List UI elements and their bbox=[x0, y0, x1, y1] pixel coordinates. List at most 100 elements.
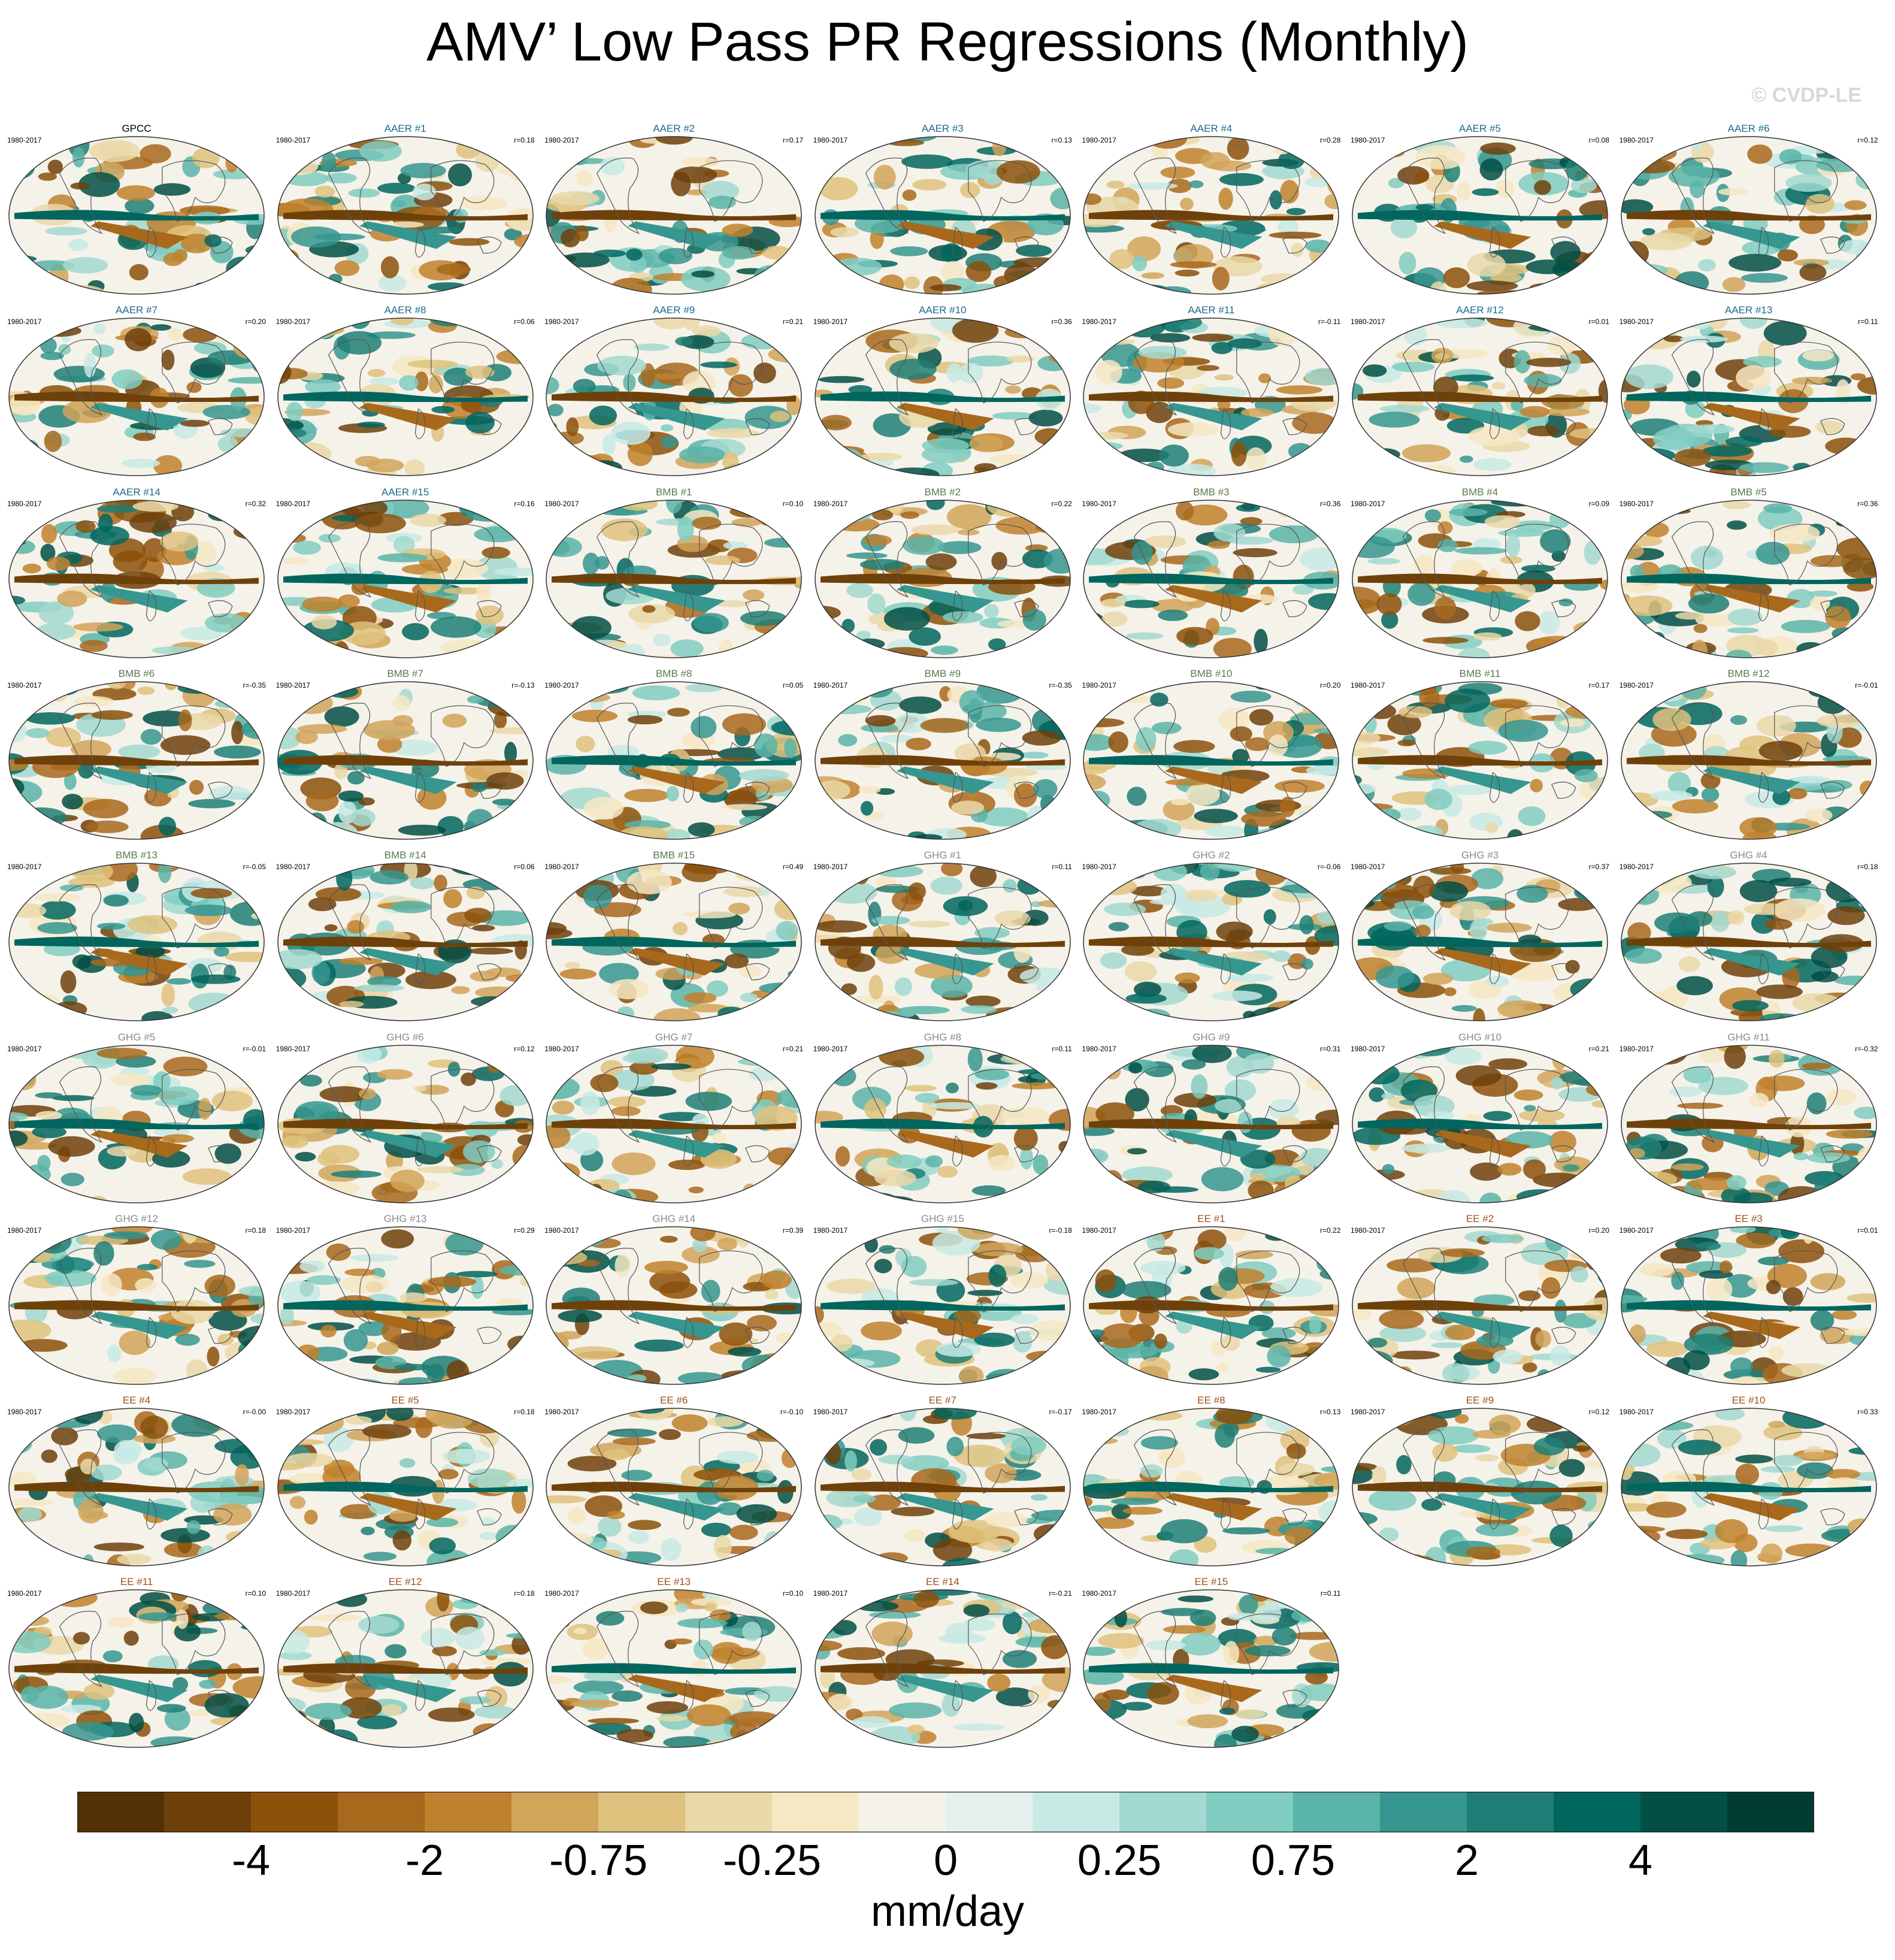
panel-title: EE #6 bbox=[660, 1395, 688, 1407]
colorbar-swatch bbox=[1727, 1792, 1814, 1832]
map-panel: BMB #7 1980-2017 r=-0.13 bbox=[274, 668, 537, 842]
colorbar-swatch bbox=[1206, 1792, 1294, 1832]
panel-period: 1980-2017 bbox=[1351, 1226, 1385, 1235]
regression-map bbox=[815, 1226, 1071, 1385]
panel-title: GHG #5 bbox=[117, 1031, 156, 1043]
panel-title: AAER #5 bbox=[1459, 123, 1501, 134]
regression-map bbox=[1083, 1044, 1340, 1203]
colorbar-swatch bbox=[1293, 1792, 1381, 1832]
colorbar-tick-label: 4 bbox=[1628, 1837, 1653, 1885]
panel-period: 1980-2017 bbox=[1351, 863, 1385, 872]
panel-correlation: r=-0.06 bbox=[1318, 863, 1341, 872]
regression-map bbox=[546, 499, 802, 658]
panel-title: AAER #9 bbox=[653, 304, 695, 316]
panel-title: GHG #12 bbox=[115, 1212, 158, 1224]
colorbar-swatch bbox=[251, 1792, 338, 1832]
regression-map bbox=[815, 863, 1071, 1021]
colorbar-swatch bbox=[772, 1792, 859, 1832]
panel-correlation: r=0.10 bbox=[782, 499, 804, 508]
map-panel: AAER #1 1980-2017 r=0.18 bbox=[274, 123, 537, 297]
panel-correlation: r=0.18 bbox=[514, 136, 535, 144]
panel-period: 1980-2017 bbox=[544, 136, 579, 144]
panel-correlation: r=0.05 bbox=[782, 680, 804, 689]
panel-correlation: r=-0.21 bbox=[1049, 1589, 1072, 1598]
panel-title: EE #9 bbox=[1466, 1395, 1494, 1407]
regression-map bbox=[1620, 499, 1877, 658]
panel-period: 1980-2017 bbox=[1351, 317, 1385, 326]
map-panel: AAER #11 1980-2017 r=-0.11 bbox=[1079, 304, 1343, 478]
panel-correlation: r=0.12 bbox=[1588, 1408, 1609, 1417]
panel-correlation: r=0.17 bbox=[1588, 680, 1609, 689]
panel-correlation: r=0.17 bbox=[782, 136, 804, 144]
panel-period: 1980-2017 bbox=[1351, 680, 1385, 689]
regression-map bbox=[815, 1408, 1071, 1566]
panel-title: EE #13 bbox=[657, 1576, 691, 1588]
panel-title: BMB #13 bbox=[116, 849, 158, 861]
panel-correlation: r=0.01 bbox=[1857, 1226, 1878, 1235]
panel-period: 1980-2017 bbox=[1082, 1044, 1116, 1053]
regression-map bbox=[1083, 681, 1340, 840]
regression-map bbox=[1620, 1226, 1877, 1385]
regression-map bbox=[1620, 681, 1877, 840]
panel-title: BMB #9 bbox=[924, 667, 961, 679]
panel-title: BMB #5 bbox=[1730, 486, 1767, 498]
panel-period: 1980-2017 bbox=[1082, 317, 1116, 326]
map-panel: AAER #4 1980-2017 r=0.28 bbox=[1079, 123, 1343, 297]
colorbar-swatch bbox=[859, 1792, 946, 1832]
panel-correlation: r=0.28 bbox=[1320, 136, 1341, 144]
panel-title: BMB #10 bbox=[1190, 667, 1233, 679]
panel-correlation: r=0.37 bbox=[1588, 863, 1609, 872]
panel-title: BMB #12 bbox=[1727, 667, 1770, 679]
panel-title: AAER #15 bbox=[381, 486, 429, 498]
panel-title: AAER #14 bbox=[113, 486, 161, 498]
colorbar-swatch bbox=[338, 1792, 425, 1832]
panel-correlation: r=0.06 bbox=[514, 317, 535, 326]
panel-period: 1980-2017 bbox=[1082, 136, 1116, 144]
regression-map bbox=[277, 1044, 534, 1203]
panel-correlation: r=-0.10 bbox=[780, 1408, 804, 1417]
regression-map bbox=[8, 681, 265, 840]
panel-correlation: r=-0.13 bbox=[511, 680, 535, 689]
panel-period: 1980-2017 bbox=[7, 1589, 42, 1598]
panel-title: AAER #2 bbox=[653, 123, 695, 134]
panel-correlation: r=0.29 bbox=[514, 1226, 535, 1235]
colorbar-swatch bbox=[685, 1792, 773, 1832]
panel-title: AAER #8 bbox=[384, 304, 426, 316]
regression-map bbox=[815, 1589, 1071, 1749]
regression-map bbox=[1083, 1408, 1340, 1566]
panel-correlation: r=-0.35 bbox=[1049, 680, 1072, 689]
map-panel: GHG #5 1980-2017 r=-0.01 bbox=[5, 1032, 268, 1205]
map-panel: AAER #13 1980-2017 r=0.11 bbox=[1617, 304, 1881, 478]
panel-title: EE #15 bbox=[1194, 1576, 1228, 1588]
map-panel: BMB #5 1980-2017 r=0.36 bbox=[1617, 486, 1881, 660]
panel-title: GHG #15 bbox=[921, 1212, 964, 1224]
map-panel: BMB #10 1980-2017 r=0.20 bbox=[1079, 668, 1343, 842]
panel-title: AAER #11 bbox=[1188, 304, 1235, 316]
panel-period: 1980-2017 bbox=[1619, 499, 1654, 508]
map-panel: AAER #15 1980-2017 r=0.16 bbox=[274, 486, 537, 660]
panel-period: 1980-2017 bbox=[1082, 680, 1116, 689]
panel-period: 1980-2017 bbox=[1619, 1044, 1654, 1053]
panel-title: GHG #11 bbox=[1727, 1031, 1770, 1043]
panel-period: 1980-2017 bbox=[276, 680, 310, 689]
panel-period: 1980-2017 bbox=[1619, 863, 1654, 872]
panel-period: 1980-2017 bbox=[276, 1589, 310, 1598]
panel-period: 1980-2017 bbox=[7, 1226, 42, 1235]
map-panel: GHG #1 1980-2017 r=0.11 bbox=[811, 849, 1074, 1023]
panel-title: GPCC bbox=[122, 123, 152, 134]
regression-map bbox=[1083, 317, 1340, 477]
panel-title: BMB #3 bbox=[1193, 486, 1230, 498]
panel-title: AAER #3 bbox=[921, 123, 964, 134]
panel-correlation: r=0.39 bbox=[782, 1226, 804, 1235]
panel-correlation: r=0.11 bbox=[1320, 1589, 1341, 1598]
map-panel: GHG #9 1980-2017 r=0.31 bbox=[1079, 1032, 1343, 1205]
panel-title: BMB #8 bbox=[655, 667, 692, 679]
panel-correlation: r=0.12 bbox=[1857, 136, 1878, 144]
map-panel: GHG #13 1980-2017 r=0.29 bbox=[274, 1213, 537, 1387]
panel-period: 1980-2017 bbox=[1082, 863, 1116, 872]
panel-title: BMB #7 bbox=[387, 667, 423, 679]
map-panel: GHG #2 1980-2017 r=-0.06 bbox=[1079, 849, 1343, 1023]
colorbar-swatch bbox=[1554, 1792, 1641, 1832]
map-panel: BMB #12 1980-2017 r=-0.01 bbox=[1617, 668, 1881, 842]
chart-title: AMV’ Low Pass PR Regressions (Monthly) bbox=[426, 11, 1469, 72]
